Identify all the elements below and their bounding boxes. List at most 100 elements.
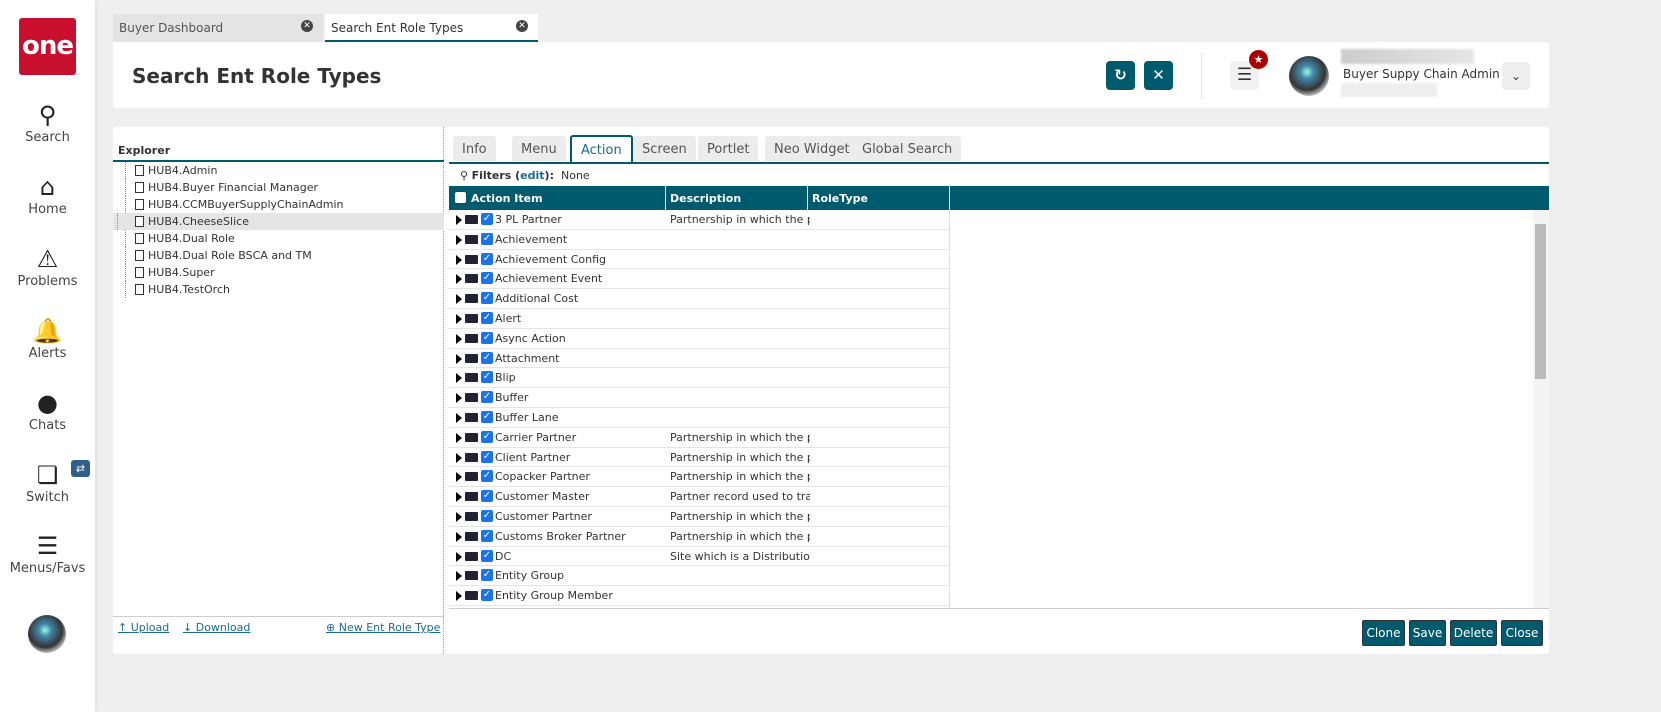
expand-icon[interactable]: [456, 511, 462, 522]
save-button[interactable]: Save: [1409, 620, 1446, 646]
table-row[interactable]: ✓ Achievement Event: [449, 269, 949, 290]
table-row[interactable]: ✓ Async Action: [449, 329, 949, 349]
column-action-item[interactable]: Action Item: [471, 192, 543, 205]
tab-neo-widget[interactable]: Neo Widget: [765, 136, 859, 161]
table-row[interactable]: ✓DC Site which is a Distribution C: [449, 547, 949, 567]
table-row[interactable]: ✓ Attachment: [449, 349, 949, 369]
expand-icon[interactable]: [456, 472, 462, 483]
row-checkbox[interactable]: ✓: [481, 410, 493, 423]
row-checkbox[interactable]: ✓: [481, 351, 493, 364]
table-row[interactable]: ✓ Carrier Partner Partnership in which the…: [449, 428, 949, 448]
logo[interactable]: one: [19, 18, 76, 75]
hamburger-menu-button[interactable]: ☰: [1230, 61, 1259, 90]
close-button[interactable]: Close: [1501, 620, 1543, 646]
new-ent-role-type-link[interactable]: ⊕ New Ent Role Type: [326, 621, 441, 634]
explorer-item[interactable]: HUB4.Dual Role BSCA and TM: [121, 247, 444, 264]
explorer-item[interactable]: HUB4.Dual Role: [121, 230, 444, 247]
tab-search-ent-role-types[interactable]: Search Ent Role Types ✕: [325, 14, 538, 42]
scrollbar-thumb[interactable]: [1535, 224, 1546, 379]
explorer-item[interactable]: HUB4.Super: [121, 264, 444, 281]
row-checkbox[interactable]: ✓: [481, 232, 493, 245]
row-checkbox[interactable]: ✓: [481, 292, 493, 305]
table-row[interactable]: ✓ Achievement: [449, 230, 949, 250]
expand-icon[interactable]: [456, 393, 462, 404]
nav-home[interactable]: ⌂ Home: [0, 172, 95, 217]
row-checkbox[interactable]: ✓: [481, 569, 493, 582]
tab-info[interactable]: Info: [453, 136, 496, 161]
row-checkbox[interactable]: ✓: [481, 549, 493, 562]
nav-problems[interactable]: ⚠ Problems: [0, 244, 95, 289]
table-row[interactable]: ✓ Buffer: [449, 388, 949, 408]
row-checkbox[interactable]: ✓: [481, 391, 493, 404]
user-avatar[interactable]: [1289, 56, 1329, 96]
expand-icon[interactable]: [456, 313, 462, 324]
row-checkbox[interactable]: ✓: [481, 589, 493, 602]
row-checkbox[interactable]: ✓: [481, 252, 493, 265]
close-icon[interactable]: ✕: [516, 20, 528, 32]
expand-icon[interactable]: [456, 353, 462, 364]
nav-search[interactable]: ⚲ Search: [0, 100, 95, 145]
row-checkbox[interactable]: ✓: [481, 529, 493, 542]
expand-icon[interactable]: [456, 432, 462, 443]
table-row[interactable]: ✓ Additional Cost: [449, 289, 949, 309]
explorer-item[interactable]: HUB4.TestOrch: [121, 281, 444, 298]
expand-icon[interactable]: [456, 551, 462, 562]
close-page-button[interactable]: ✕: [1144, 61, 1173, 90]
nav-menus-favs[interactable]: ☰ Menus/Favs: [0, 531, 95, 576]
nav-alerts[interactable]: 🔔 Alerts: [0, 316, 95, 361]
table-row[interactable]: ✓ Blip: [449, 368, 949, 389]
download-link[interactable]: ↓ Download: [183, 621, 251, 634]
row-checkbox[interactable]: ✓: [481, 272, 493, 285]
expand-icon[interactable]: [456, 254, 462, 265]
refresh-button[interactable]: ↻: [1106, 61, 1135, 90]
row-checkbox[interactable]: ✓: [481, 430, 493, 443]
table-row[interactable]: ✓ Customer Master Partner record used to t…: [449, 487, 949, 507]
tab-action[interactable]: Action: [570, 135, 633, 163]
clone-button[interactable]: Clone: [1362, 620, 1405, 646]
row-checkbox[interactable]: ✓: [481, 213, 493, 225]
tab-global-search[interactable]: Global Search: [853, 136, 962, 161]
delete-button[interactable]: Delete: [1450, 620, 1497, 646]
row-checkbox[interactable]: ✓: [481, 509, 493, 522]
table-row[interactable]: ✓ Customer Partner Partnership in which th…: [449, 507, 949, 527]
explorer-item[interactable]: HUB4.Admin: [121, 162, 444, 179]
expand-icon[interactable]: [456, 294, 462, 305]
filters-edit-link[interactable]: edit: [520, 169, 545, 182]
table-row[interactable]: ✓ Buffer Lane: [449, 408, 949, 428]
table-row[interactable]: ✓ Achievement Config: [449, 250, 949, 270]
table-row[interactable]: ✓ Alert: [449, 309, 949, 329]
upload-link[interactable]: ↑ Upload: [118, 621, 170, 634]
tab-menu[interactable]: Menu: [512, 136, 566, 161]
row-checkbox[interactable]: ✓: [481, 490, 493, 503]
table-row[interactable]: ✓ Entity Group Member: [449, 586, 949, 606]
expand-icon[interactable]: [456, 373, 462, 384]
tab-screen[interactable]: Screen: [633, 136, 696, 161]
nav-switch[interactable]: ❏ Switch: [0, 460, 95, 505]
expand-icon[interactable]: [456, 333, 462, 344]
table-row[interactable]: ✓ Copacker Partner Partnership in which th…: [449, 467, 949, 488]
close-icon[interactable]: ✕: [301, 20, 313, 32]
tab-buyer-dashboard[interactable]: Buyer Dashboard ✕: [113, 14, 323, 42]
column-roletype[interactable]: RoleType: [812, 192, 868, 205]
expand-icon[interactable]: [456, 531, 462, 542]
explorer-item[interactable]: HUB4.Buyer Financial Manager: [121, 179, 444, 196]
table-row[interactable]: ✓ Client Partner Partnership in which the …: [449, 448, 949, 468]
row-checkbox[interactable]: ✓: [481, 450, 493, 463]
row-checkbox[interactable]: ✓: [481, 470, 493, 483]
grid-scrollbar[interactable]: [1533, 210, 1549, 608]
select-all-checkbox[interactable]: [455, 192, 466, 203]
nav-chats[interactable]: ● Chats: [0, 388, 95, 433]
table-row[interactable]: ✓ Customs Broker Partner Partnership in wh…: [449, 527, 949, 547]
expand-icon[interactable]: [456, 274, 462, 285]
expand-icon[interactable]: [456, 452, 462, 463]
row-checkbox[interactable]: ✓: [481, 311, 493, 324]
expand-icon[interactable]: [456, 492, 462, 503]
column-description[interactable]: Description: [670, 192, 742, 205]
expand-icon[interactable]: [456, 412, 462, 423]
row-checkbox[interactable]: ✓: [481, 371, 493, 384]
expand-icon[interactable]: [456, 215, 462, 225]
user-avatar[interactable]: [28, 615, 66, 653]
expand-icon[interactable]: [456, 234, 462, 245]
table-row[interactable]: ✓ 3 PL Partner Partnership in which the pa…: [449, 210, 949, 230]
expand-icon[interactable]: [456, 571, 462, 582]
